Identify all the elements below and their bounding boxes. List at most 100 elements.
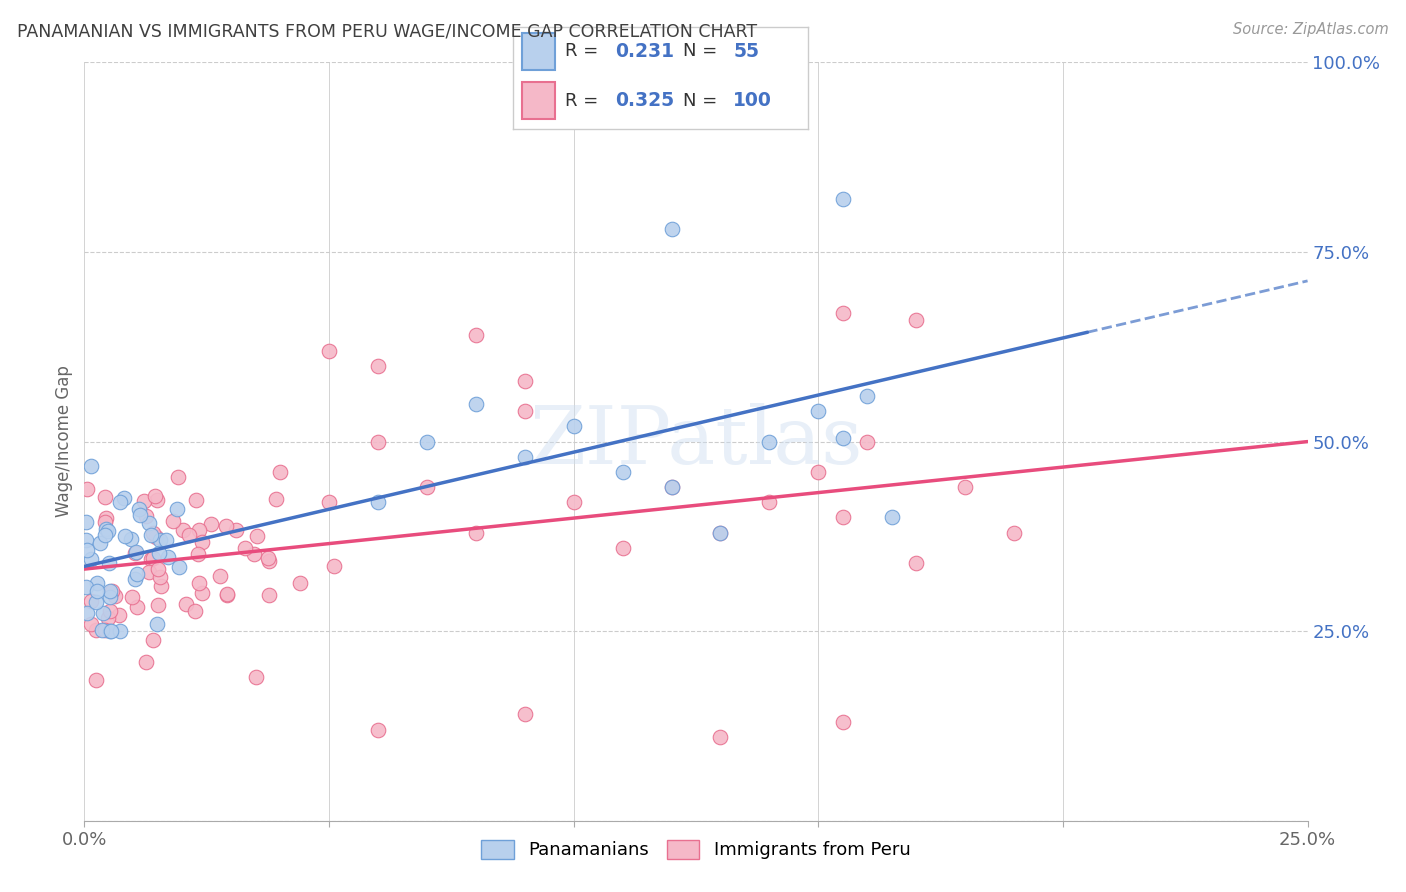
Point [367, 359, 389, 373]
Point [169, 559, 191, 574]
Point [125, 545, 148, 559]
Point [661, 480, 683, 494]
Text: 100: 100 [733, 91, 772, 110]
Point [709, 525, 731, 540]
Point [1002, 525, 1025, 540]
Point [188, 523, 211, 537]
Point [135, 656, 157, 670]
Point [146, 599, 169, 613]
Point [148, 546, 170, 560]
Point [214, 519, 236, 533]
Text: PANAMANIAN VS IMMIGRANTS FROM PERU WAGE/INCOME GAP CORRELATION CHART: PANAMANIAN VS IMMIGRANTS FROM PERU WAGE/… [17, 22, 756, 40]
Point [215, 587, 238, 601]
Point [75, 515, 97, 529]
Text: R =: R = [565, 43, 603, 61]
Point [367, 723, 389, 737]
Text: R =: R = [565, 92, 603, 110]
Point [831, 192, 853, 206]
Point [209, 569, 232, 583]
Point [612, 465, 634, 479]
Point [79, 459, 101, 474]
Point [142, 632, 165, 647]
Text: Source: ZipAtlas.com: Source: ZipAtlas.com [1233, 22, 1389, 37]
Point [612, 541, 634, 555]
Point [108, 624, 131, 639]
Point [318, 495, 340, 509]
Point [257, 553, 280, 567]
Point [709, 525, 731, 540]
Point [148, 562, 170, 576]
Point [142, 526, 165, 541]
Point [269, 465, 291, 479]
Point [225, 524, 247, 538]
Point [256, 551, 278, 566]
Point [80, 551, 103, 566]
Text: 0.325: 0.325 [614, 91, 675, 110]
Point [141, 527, 163, 541]
Point [75, 533, 97, 547]
Point [831, 305, 853, 319]
Point [101, 584, 124, 599]
Point [215, 589, 238, 603]
Point [143, 489, 166, 503]
Point [856, 389, 879, 403]
Point [831, 715, 853, 730]
Point [513, 404, 536, 418]
Point [94, 515, 117, 529]
Point [905, 556, 928, 570]
Point [76, 542, 98, 557]
Point [80, 617, 103, 632]
Point [831, 510, 853, 524]
Text: N =: N = [683, 43, 723, 61]
Point [184, 604, 207, 618]
Point [84, 624, 107, 638]
Point [856, 434, 879, 449]
Text: 55: 55 [733, 42, 759, 61]
Point [807, 404, 830, 418]
Point [880, 510, 903, 524]
Point [166, 502, 188, 516]
Point [758, 495, 780, 509]
Point [367, 434, 389, 449]
Point [562, 419, 585, 434]
Point [98, 624, 121, 639]
Point [758, 434, 780, 449]
Point [97, 524, 120, 538]
Point [125, 567, 148, 582]
Legend: Panamanians, Immigrants from Peru: Panamanians, Immigrants from Peru [472, 830, 920, 869]
Point [172, 523, 194, 537]
Point [124, 572, 146, 586]
Point [121, 590, 143, 604]
Point [318, 343, 340, 358]
Point [831, 431, 853, 445]
Text: 0.231: 0.231 [614, 42, 673, 61]
Point [149, 533, 172, 547]
Point [103, 589, 125, 603]
Point [513, 707, 536, 722]
Point [128, 502, 150, 516]
Point [464, 525, 486, 540]
Point [562, 495, 585, 509]
Y-axis label: Wage/Income Gap: Wage/Income Gap [55, 366, 73, 517]
Point [108, 494, 131, 508]
Point [246, 529, 269, 543]
Point [86, 584, 108, 599]
Point [120, 532, 142, 546]
Point [177, 528, 200, 542]
Point [86, 673, 108, 687]
Point [108, 607, 131, 622]
Point [91, 606, 114, 620]
Point [174, 598, 197, 612]
Point [98, 604, 121, 618]
Point [322, 558, 344, 573]
Point [661, 222, 683, 236]
Point [264, 491, 287, 506]
Text: N =: N = [683, 92, 723, 110]
Point [187, 548, 209, 562]
Point [513, 450, 536, 464]
Point [96, 522, 118, 536]
Point [94, 528, 117, 542]
Point [167, 470, 190, 484]
Point [98, 556, 121, 570]
Point [953, 480, 976, 494]
